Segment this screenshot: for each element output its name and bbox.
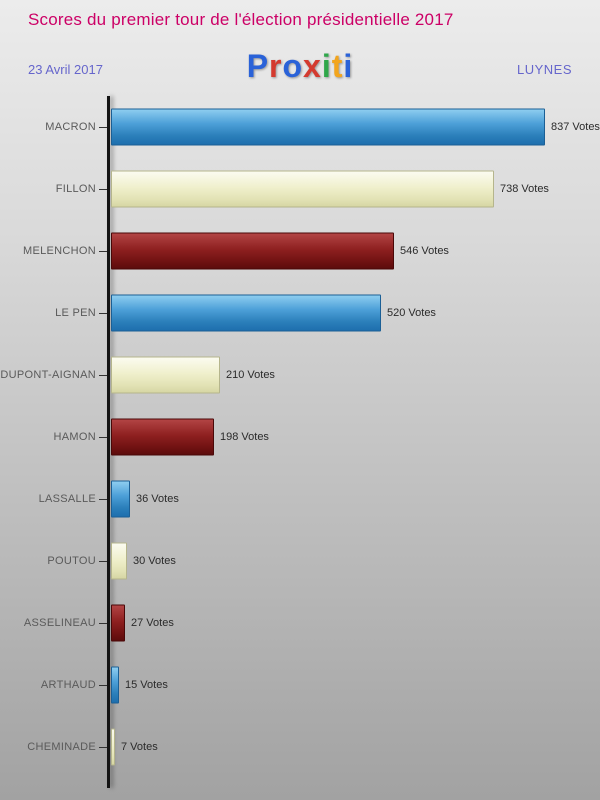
value-label: 7 Votes [121, 741, 158, 753]
chart-date: 23 Avril 2017 [28, 62, 103, 77]
bar-row: ASSELINEAU 27 Votes [0, 592, 600, 654]
axis-tick [99, 499, 107, 500]
bar-row: ARTHAUD 15 Votes [0, 654, 600, 716]
logo-letter: P [246, 48, 270, 84]
axis-tick [99, 251, 107, 252]
bar-row: LE PEN 520 Votes [0, 282, 600, 344]
bar [111, 108, 545, 146]
bar [111, 480, 130, 518]
value-label: 27 Votes [131, 617, 174, 629]
logo-letter: t [331, 48, 344, 84]
value-label: 210 Votes [226, 369, 275, 381]
bar-row: LASSALLE 36 Votes [0, 468, 600, 530]
axis-tick [99, 623, 107, 624]
bar-row: CHEMINADE 7 Votes [0, 716, 600, 778]
bar [111, 666, 119, 704]
bar [111, 418, 214, 456]
bar [111, 232, 394, 270]
axis-tick [99, 747, 107, 748]
bar-chart: MACRON 837 Votes FILLON 738 Votes MELENC… [0, 96, 600, 788]
category-label: MELENCHON [23, 245, 96, 257]
value-label: 36 Votes [136, 493, 179, 505]
value-label: 738 Votes [500, 183, 549, 195]
category-label: CHEMINADE [27, 741, 96, 753]
bar [111, 356, 220, 394]
category-label: POUTOU [47, 555, 96, 567]
value-label: 520 Votes [387, 307, 436, 319]
bar [111, 170, 494, 208]
axis-tick [99, 189, 107, 190]
category-label: LE PEN [55, 307, 96, 319]
bar [111, 294, 381, 332]
axis-tick [99, 127, 107, 128]
axis-tick [99, 685, 107, 686]
value-label: 198 Votes [220, 431, 269, 443]
logo-letter: o [282, 48, 304, 84]
chart-title: Scores du premier tour de l'élection pré… [28, 10, 454, 29]
proxiti-logo: Proxiti [0, 48, 600, 85]
logo-letter: i [321, 48, 332, 84]
value-label: 15 Votes [125, 679, 168, 691]
category-label: HAMON [53, 431, 96, 443]
value-label: 546 Votes [400, 245, 449, 257]
category-label: ASSELINEAU [23, 617, 96, 629]
axis-tick [99, 313, 107, 314]
axis-tick [99, 561, 107, 562]
category-label: LASSALLE [38, 493, 96, 505]
bar [111, 542, 127, 580]
bar-row: MACRON 837 Votes [0, 96, 600, 158]
bar-row: HAMON 198 Votes [0, 406, 600, 468]
bar-row: MELENCHON 546 Votes [0, 220, 600, 282]
axis-tick [99, 437, 107, 438]
category-label: FILLON [55, 183, 96, 195]
logo-letter: x [303, 48, 322, 84]
bar [111, 728, 115, 766]
logo-letter: r [269, 48, 283, 84]
bar-row: POUTOU 30 Votes [0, 530, 600, 592]
bar-row: FILLON 738 Votes [0, 158, 600, 220]
category-label: MACRON [45, 121, 96, 133]
axis-tick [99, 375, 107, 376]
location-label: LUYNES [516, 62, 572, 77]
logo-letter: i [343, 48, 354, 84]
value-label: 30 Votes [133, 555, 176, 567]
bar [111, 604, 125, 642]
value-label: 837 Votes [551, 121, 600, 133]
category-label: DUPONT-AIGNAN [0, 369, 96, 381]
category-label: ARTHAUD [40, 679, 96, 691]
bar-row: DUPONT-AIGNAN 210 Votes [0, 344, 600, 406]
y-axis-line [107, 96, 110, 788]
